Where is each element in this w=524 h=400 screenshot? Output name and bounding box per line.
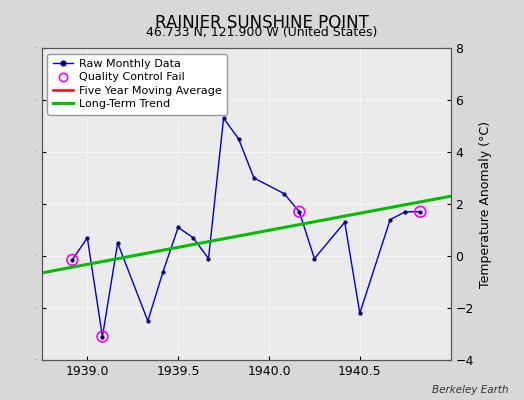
- Point: [295, 209, 303, 215]
- Legend: Raw Monthly Data, Quality Control Fail, Five Year Moving Average, Long-Term Tren: Raw Monthly Data, Quality Control Fail, …: [48, 54, 227, 115]
- Text: 46.733 N, 121.900 W (United States): 46.733 N, 121.900 W (United States): [146, 26, 378, 39]
- Point: [98, 334, 106, 340]
- Y-axis label: Temperature Anomaly (°C): Temperature Anomaly (°C): [479, 120, 493, 288]
- Point: [68, 257, 77, 263]
- Text: RAINIER SUNSHINE POINT: RAINIER SUNSHINE POINT: [155, 14, 369, 32]
- Point: [416, 209, 424, 215]
- Text: Berkeley Earth: Berkeley Earth: [432, 385, 508, 395]
